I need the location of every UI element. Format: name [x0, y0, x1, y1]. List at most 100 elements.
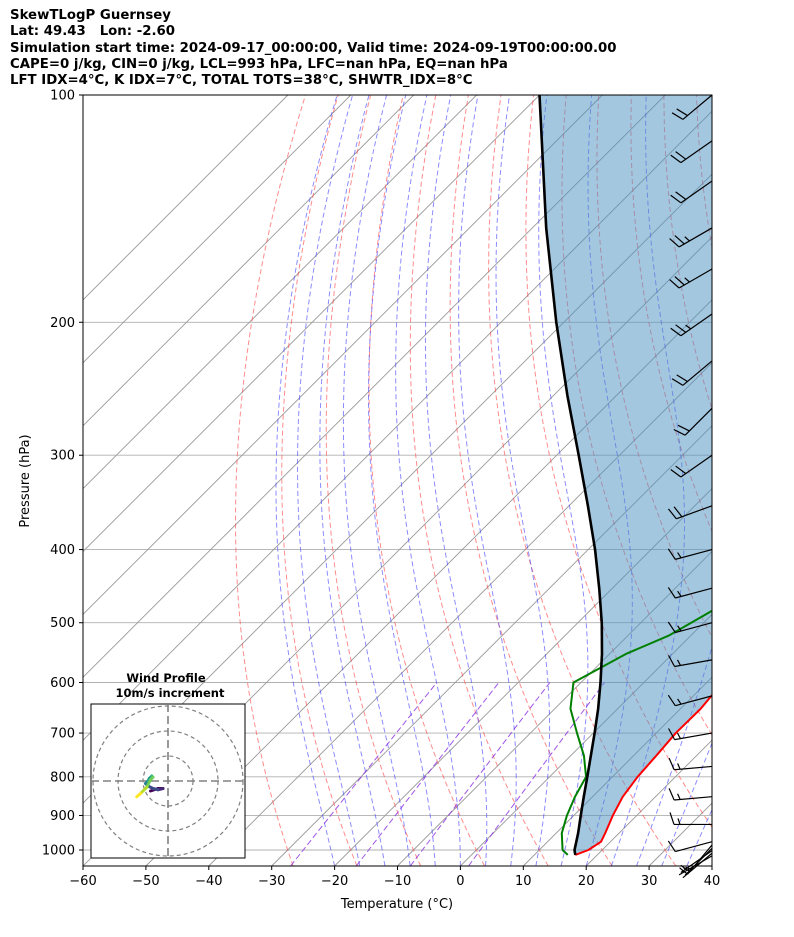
wind-barb-half-flag: [677, 818, 681, 825]
y-tick-label: 500: [50, 616, 75, 631]
moist-adiabat-line: [610, 95, 686, 866]
station-title: SkewTLogP Guernsey: [10, 8, 171, 23]
x-tick-label: 20: [578, 874, 595, 889]
wind-barb-half-flag: [685, 866, 692, 871]
wind-barb-half-flag: [677, 590, 682, 597]
mixing-ratio-line: [355, 682, 500, 866]
moist-adiabat-line: [661, 741, 712, 866]
wind-barb-shaft: [674, 796, 713, 801]
wind-barb: [670, 180, 713, 204]
wind-barb-flag: [671, 112, 684, 120]
wind-barb: [670, 454, 713, 478]
wind-barb-shaft: [674, 765, 713, 771]
moist-adiabat-line: [319, 95, 386, 866]
wind-barb-flag: [669, 279, 680, 289]
wind-barb-flag: [667, 548, 676, 560]
x-tick-label: −50: [132, 874, 159, 889]
wind-barb-flag: [670, 194, 682, 204]
y-tick-label: 200: [50, 316, 75, 331]
wind-barb-flag: [673, 428, 686, 436]
wind-barb-flag: [677, 424, 690, 432]
moist-adiabat-line: [424, 95, 488, 866]
wind-barb-flag: [667, 621, 676, 633]
dry-adiabat-line: [729, 95, 794, 866]
time-line: Simulation start time: 2024-09-17_00:00:…: [10, 40, 617, 56]
wind-barb-shaft: [687, 844, 713, 875]
temperature-profile-line: [574, 693, 712, 856]
isotherm-line: [83, 95, 289, 301]
wind-barb-flag: [676, 374, 688, 382]
moist-adiabat-line: [367, 95, 436, 866]
wind-barb-flag: [675, 324, 687, 333]
moist-adiabat-line: [275, 95, 338, 866]
moist-adiabat-line: [395, 95, 461, 866]
wind-barb-flag: [668, 788, 675, 801]
moist-adiabat-line: [297, 95, 361, 866]
wind-barb-half-flag: [676, 659, 682, 666]
wind-barb: [668, 788, 713, 801]
x-tick-label: −20: [321, 874, 348, 889]
wind-barb-shaft: [674, 732, 713, 741]
wind-barb-shaft: [680, 180, 713, 204]
y-tick-label: 900: [50, 809, 75, 824]
x-tick-label: 0: [456, 874, 464, 889]
wind-barb-flag: [675, 151, 687, 160]
wind-barb-shaft: [682, 94, 713, 120]
wind-barb-flag: [670, 154, 682, 164]
dry-adiabat-line: [525, 95, 712, 829]
wind-barb: [671, 94, 713, 120]
dry-adiabat-line: [488, 95, 677, 866]
wind-barb-shaft: [682, 360, 713, 386]
mixing-ratio-line: [409, 682, 551, 866]
x-tick-label: −30: [258, 874, 285, 889]
wind-barb-shaft: [680, 454, 713, 478]
dry-adiabat-line: [368, 95, 485, 866]
moist-adiabat-line: [342, 95, 411, 866]
isotherm-line: [83, 95, 477, 490]
moist-adiabat-line: [495, 95, 551, 866]
wind-barb-flag: [668, 757, 675, 770]
wind-barb: [667, 505, 713, 520]
wind-barb-half-flag: [677, 552, 682, 559]
wind-barb-shaft: [675, 587, 713, 599]
wind-barb-half-flag: [684, 277, 690, 283]
mixing-ratio-line: [290, 682, 438, 866]
isotherm-line: [775, 95, 794, 866]
wind-barb: [670, 313, 713, 337]
x-axis-label: Temperature (°C): [340, 897, 453, 912]
wind-barb-half-flag: [684, 236, 690, 242]
hodograph-subtitle: 10m/s increment: [116, 686, 225, 700]
wind-barb-half-flag: [677, 625, 682, 632]
wind-barb-half-flag: [677, 698, 682, 705]
cape-line: CAPE=0 j/kg, CIN=0 j/kg, LCL=993 hPa, LF…: [10, 56, 508, 72]
moist-adiabat-line: [686, 808, 712, 866]
wind-barb-flag: [671, 378, 684, 386]
wind-barb-shaft: [675, 622, 713, 634]
isotherm-line: [460, 613, 712, 866]
hodograph-plot: [91, 704, 245, 858]
wind-barb-shaft: [678, 268, 713, 289]
isotherm-line: [334, 487, 712, 866]
x-tick-label: −60: [69, 874, 96, 889]
wind-barb: [668, 757, 713, 771]
wind-barb-flag: [667, 508, 677, 520]
wind-barb-half-flag: [677, 763, 681, 770]
wind-barb-flag: [670, 469, 682, 478]
wind-barb-flag: [673, 506, 683, 518]
indices-line: LFT IDX=4°C, K IDX=7°C, TOTAL TOTS=38°C,…: [10, 73, 473, 89]
isotherm-line: [711, 865, 712, 866]
wind-barb-flag: [674, 276, 685, 286]
wind-barb-flag: [669, 812, 675, 825]
wind-barb-flag: [668, 655, 676, 667]
chart-title-block: SkewTLogP Guernsey Lat: 49.43 Lon: -2.60…: [10, 8, 617, 89]
wind-barb-flag: [667, 694, 676, 707]
parcel-temperature-shading: [539, 95, 712, 855]
y-tick-label: 300: [50, 449, 75, 464]
wind-barb-shaft: [675, 841, 713, 853]
wind-barb-flag: [675, 465, 687, 475]
x-tick-label: 10: [515, 874, 532, 889]
moist-adiabat-line: [458, 95, 517, 866]
parcel-profile-line: [538, 95, 604, 856]
y-tick-label: 700: [50, 727, 75, 742]
dry-adiabat-line: [409, 95, 549, 866]
